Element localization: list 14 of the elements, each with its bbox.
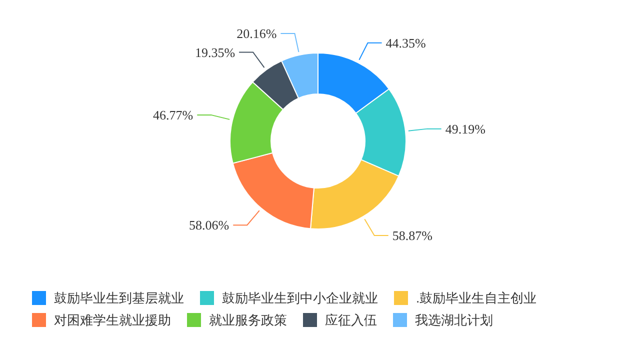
data-label: 58.06% [189, 218, 230, 233]
legend-label: 就业服务政策 [209, 312, 287, 328]
legend-label: .鼓励毕业生自主创业 [416, 290, 537, 306]
legend-label: 鼓励毕业生到中小企业就业 [222, 290, 378, 306]
data-label: 49.19% [445, 121, 486, 136]
data-label: 44.35% [386, 35, 426, 50]
legend-label: 对困难学生就业援助 [54, 312, 171, 328]
data-label: 58.87% [392, 228, 433, 244]
data-label: 19.35% [194, 44, 236, 60]
legend-label: 我选湖北计划 [415, 312, 493, 328]
legend-label: 鼓励毕业生到基层就业 [54, 290, 184, 306]
data-label: 20.16% [236, 26, 277, 42]
data-label: 46.77% [153, 108, 194, 122]
legend-label: 应征入伍 [325, 312, 377, 328]
